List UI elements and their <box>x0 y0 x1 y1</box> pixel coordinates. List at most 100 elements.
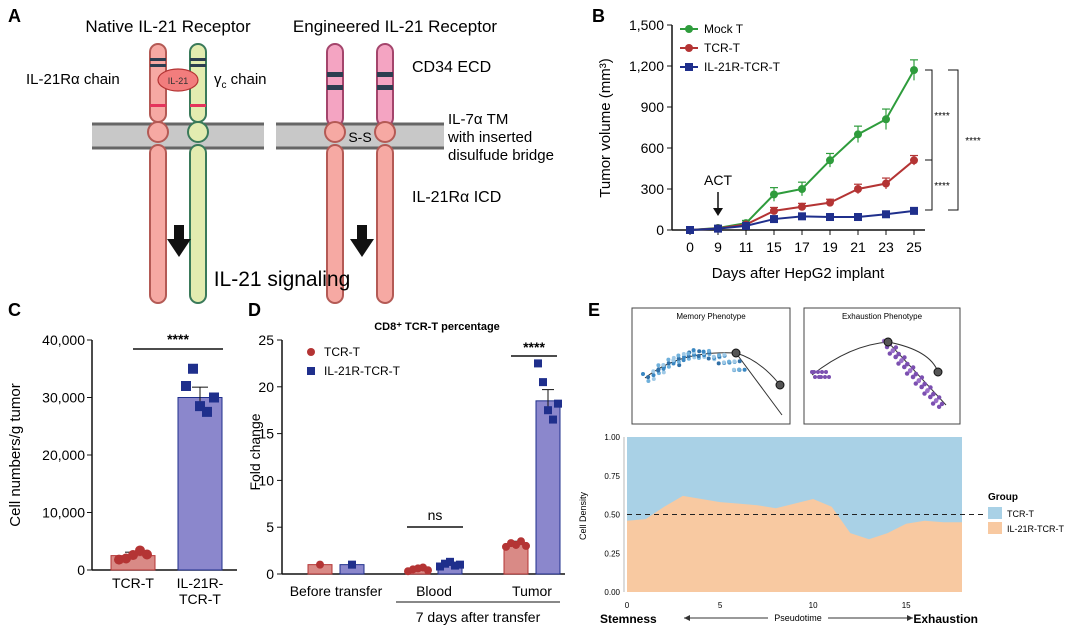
panel-b-axes: 0 300 600 900 1,200 1,500 0 9 11 15 17 19 21 23 25 Days… <box>597 17 925 282</box>
data-point <box>181 381 191 391</box>
y-tick-label: 30,000 <box>42 390 85 406</box>
data-point <box>686 226 694 234</box>
x-tick-label: 17 <box>794 239 810 255</box>
pseudotime-label: Pseudotime <box>774 613 822 623</box>
y-tick-label: 10,000 <box>42 505 85 521</box>
trajectory-cell-dot <box>697 349 702 354</box>
signaling-arrow-native <box>167 225 191 257</box>
panel-e-marks <box>627 437 984 592</box>
legend-marker <box>307 367 315 375</box>
sig-bracket-tcrt-il21r <box>925 159 933 211</box>
panel-d: D 0 5 10 15 20 25 CD8⁺ TCR-T percentage Fold ch… <box>247 300 565 625</box>
trajectory-cell-dot <box>677 363 682 368</box>
alpha-chain-label: IL-21Rα chain <box>26 71 120 88</box>
trajectory-node <box>883 337 893 347</box>
trajectory-cell-dot <box>916 378 921 384</box>
act-label: ACT <box>704 172 732 188</box>
data-point <box>446 557 454 566</box>
trajectory-cell-dot <box>666 357 671 362</box>
data-point <box>826 213 834 222</box>
y-tick-label: 0.25 <box>604 549 620 558</box>
trajectory-cell-dot <box>676 356 681 361</box>
native-gamma-chain <box>187 43 209 304</box>
trajectory-cell-dot <box>913 372 919 377</box>
trajectory-cell-dot <box>646 379 651 383</box>
data-point <box>742 221 750 230</box>
trajectory-cell-dot <box>681 352 686 356</box>
panel-a-letter: A <box>8 6 21 26</box>
trajectory-cell-dot <box>732 359 737 364</box>
trajectory-cell-dot <box>922 391 927 396</box>
data-point <box>770 206 778 215</box>
trajectory-cell-dot <box>910 374 916 380</box>
legend-label-il21r: IL-21R-TCR-T <box>1007 524 1065 534</box>
data-point <box>882 210 890 219</box>
trajectory-cell-dot <box>661 370 666 375</box>
trajectory-node <box>933 367 943 377</box>
x-tick-label: TCR-T <box>179 591 221 607</box>
panel-b: B 0 300 600 900 1,200 1,500 0 9 11 15 17 19 21 23 25 Da… <box>592 6 981 282</box>
panel-d-group-label: 7 days after transfer <box>416 609 541 625</box>
trajectory-cell-dot <box>666 364 671 369</box>
trajectory-cell-dot <box>696 354 701 358</box>
y-tick-label: 1.00 <box>604 433 620 442</box>
y-tick-label: 10 <box>258 472 274 488</box>
trajectory-cell-dot <box>666 361 671 366</box>
trajectory-cell-dot <box>816 370 820 374</box>
data-point <box>910 156 918 165</box>
legend-label-tcrt: TCR-T <box>1007 509 1034 519</box>
trajectory-cell-dot <box>661 363 666 367</box>
x-tick-label: 11 <box>739 239 754 255</box>
data-point <box>534 359 542 368</box>
panel-d-legend: TCR-T IL-21R-TCR-T <box>307 345 401 378</box>
density-area-il21r <box>627 495 962 592</box>
native-receptor-title: Native IL-21 Receptor <box>85 17 251 36</box>
trajectory-cell-dot <box>686 351 691 356</box>
trajectory-cell-dot <box>887 351 892 356</box>
trajectory-cell-dot <box>671 361 676 366</box>
data-point <box>202 406 212 417</box>
data-point <box>316 560 324 569</box>
trajectory-cell-dot <box>925 388 930 394</box>
x-tick-label: TCR-T <box>112 575 154 591</box>
x-tick-label: 15 <box>766 239 782 255</box>
trajectory-cell-dot <box>820 370 824 374</box>
data-point <box>910 206 918 215</box>
trajectory-cell-dot <box>721 360 726 365</box>
data-point <box>554 399 562 408</box>
data-point <box>424 566 432 575</box>
legend-marker <box>685 25 693 33</box>
x-tick-label: 25 <box>906 239 922 255</box>
panel-b-letter: B <box>592 6 605 26</box>
y-tick-label: 0.00 <box>604 588 620 597</box>
x-axis-title: Days after HepG2 implant <box>712 265 885 282</box>
x-tick-label: 19 <box>822 239 838 255</box>
y-tick-label: 1,200 <box>629 58 664 74</box>
trajectory-cell-dot <box>706 356 711 361</box>
y-axis-title: Cell numbers/g tumor <box>7 383 24 526</box>
trajectory-cell-dot <box>711 354 716 359</box>
signaling-arrow-engineered <box>350 225 374 257</box>
data-point <box>142 549 152 560</box>
trajectory-node <box>775 380 785 390</box>
y-tick-label: 1,500 <box>629 17 664 33</box>
trajectory-cell-dot <box>819 375 823 379</box>
trajectory-cell-dot <box>681 358 686 363</box>
trajectory-cell-dot <box>812 370 816 374</box>
data-point <box>544 406 552 415</box>
native-alpha-chain <box>147 43 169 304</box>
data-point <box>826 156 834 165</box>
trajectory-cell-dot <box>731 367 736 372</box>
engineered-chain-right <box>374 43 396 304</box>
tm-label-line1: IL-7α TM <box>448 111 508 128</box>
y-tick-label: 5 <box>266 519 274 535</box>
trajectory-cell-dot <box>922 382 927 387</box>
act-arrow-head <box>713 208 723 216</box>
chart-title: CD8⁺ TCR-T percentage <box>374 321 500 333</box>
y-tick-label: 0.50 <box>604 511 620 520</box>
exhaustion-phenotype-title: Exhaustion Phenotype <box>842 312 923 321</box>
panel-d-letter: D <box>248 300 261 320</box>
data-point <box>854 185 862 193</box>
trajectory-cell-dot <box>707 348 711 353</box>
panel-c: C 0 10,000 20,000 30,000 40,000 Cell numbers/… <box>7 300 237 607</box>
